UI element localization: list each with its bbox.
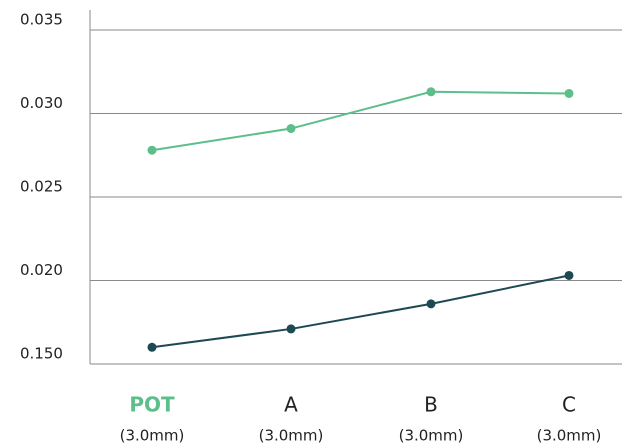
x-tick-label: B <box>424 393 438 417</box>
x-tick-sublabel: (3.0mm) <box>259 427 324 445</box>
y-tick-label: 0.030 <box>20 94 63 112</box>
x-tick-sublabel: (3.0mm) <box>537 427 602 445</box>
y-tick-label: 0.150 <box>20 345 63 363</box>
data-point <box>564 270 574 280</box>
x-tick-label: A <box>284 393 298 417</box>
data-point <box>286 124 296 134</box>
y-tick-label: 0.035 <box>20 11 63 29</box>
data-point <box>426 299 436 309</box>
data-point <box>286 324 296 334</box>
x-tick-sublabel: (3.0mm) <box>399 427 464 445</box>
data-point <box>147 145 157 155</box>
series-line <box>151 90 570 152</box>
data-point <box>564 88 574 98</box>
y-tick-label: 0.025 <box>20 178 63 196</box>
y-tick-label: 0.020 <box>20 261 63 279</box>
x-tick-label: C <box>562 393 576 417</box>
series-line <box>151 274 570 349</box>
x-tick-label: POT <box>129 393 175 417</box>
data-point <box>147 342 157 352</box>
data-point <box>426 87 436 97</box>
x-tick-sublabel: (3.0mm) <box>120 427 185 445</box>
